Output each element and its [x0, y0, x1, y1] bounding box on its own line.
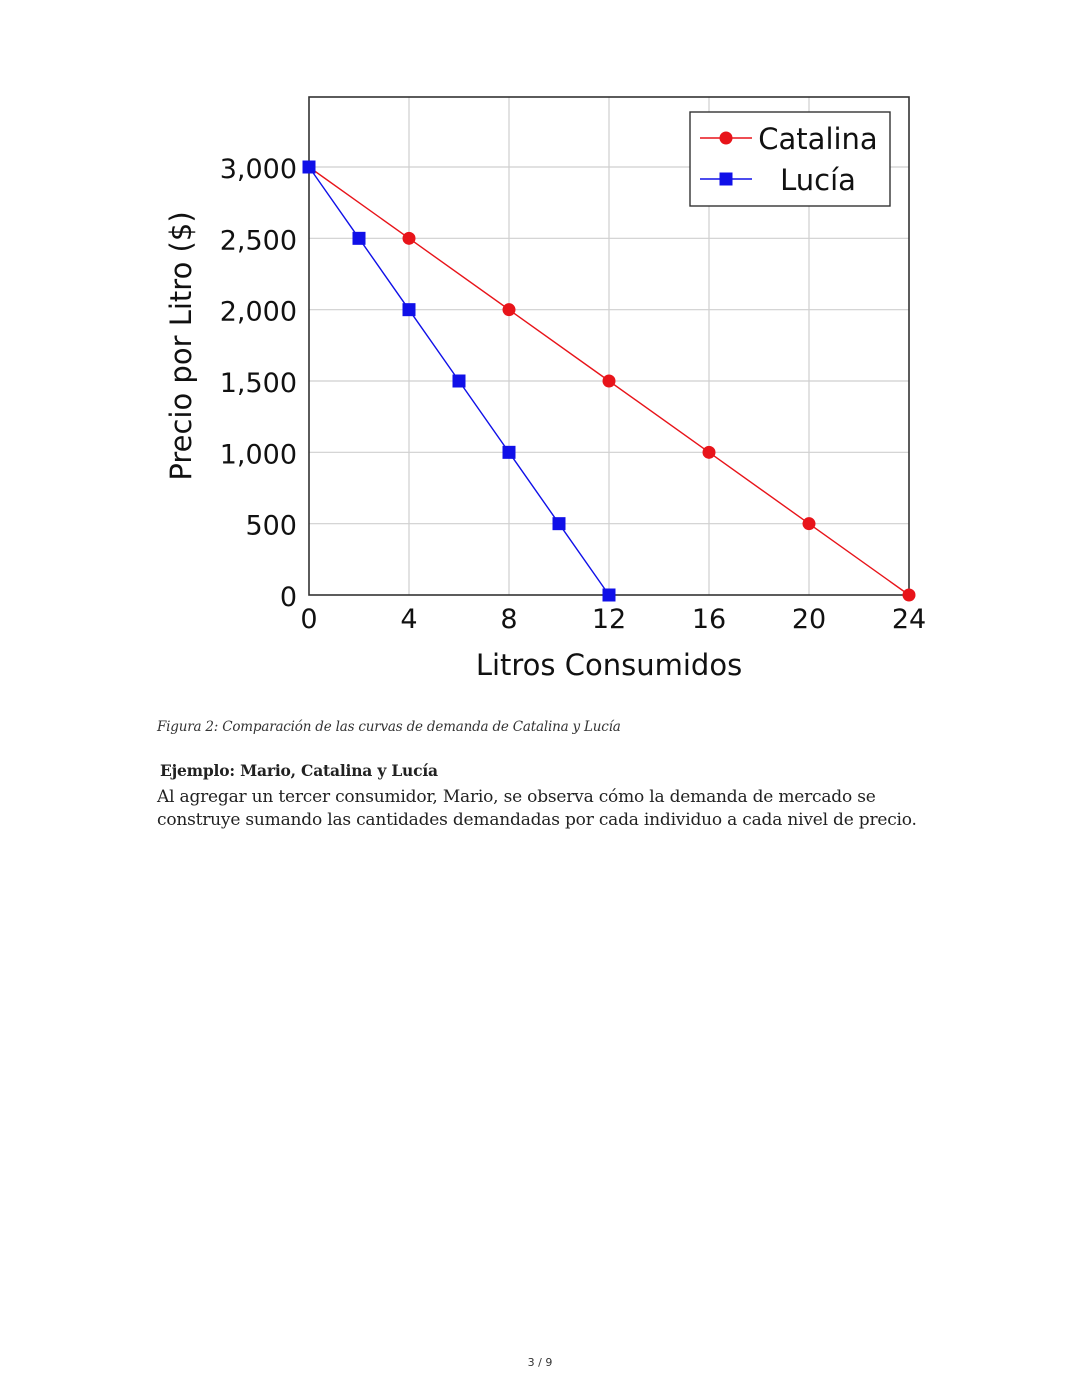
legend-marker-square-icon [719, 172, 733, 186]
data-point [802, 517, 816, 531]
data-point [602, 374, 616, 388]
chart-series [302, 160, 916, 602]
data-point [552, 517, 566, 531]
x-tick-label: 20 [792, 604, 826, 635]
data-point [452, 374, 466, 388]
y-tick-label: 2,000 [220, 297, 297, 328]
legend-box [689, 111, 891, 207]
y-tick-label: 500 [245, 511, 297, 542]
legend-marker-circle-icon [719, 131, 733, 145]
chart-grid [309, 97, 909, 595]
data-point [302, 160, 316, 174]
x-tick-label: 4 [400, 604, 417, 635]
data-point [502, 303, 516, 317]
x-tick-label: 24 [892, 604, 926, 635]
page-indicator: 3 / 9 [527, 1356, 553, 1369]
x-tick-label: 16 [692, 604, 726, 635]
x-tick-label: 0 [300, 604, 317, 635]
y-tick-label: 1,000 [220, 439, 297, 470]
x-axis-label: Litros Consumidos [476, 648, 742, 682]
chart-legend: Catalina Lucía [689, 111, 891, 207]
data-point [402, 303, 416, 317]
legend-label: Lucía [780, 163, 856, 197]
y-tick-label: 1,500 [220, 368, 297, 399]
body-paragraph: Al agregar un tercer consumidor, Mario, … [157, 787, 917, 830]
demand-chart: 0 4 8 12 16 20 24 0 500 1,000 1,500 2,000 2,500 3,000… [164, 96, 926, 682]
legend-label: Catalina [758, 122, 877, 156]
x-tick-label: 8 [500, 604, 517, 635]
data-point [402, 231, 416, 245]
y-axis-label: Precio por Litro ($) [164, 211, 198, 480]
section-heading: Ejemplo: Mario, Catalina y Lucía [160, 761, 438, 780]
axis-ticks: 0 4 8 12 16 20 24 0 500 1,000 1,500 2,000 2,500 3,000 [220, 154, 926, 635]
figure-caption: Figura 2: Comparación de las curvas de d… [157, 719, 621, 735]
data-point [502, 445, 516, 459]
data-point [702, 445, 716, 459]
y-tick-label: 2,500 [220, 225, 297, 256]
y-tick-label: 3,000 [220, 154, 297, 185]
y-tick-label: 0 [280, 582, 297, 613]
data-point [352, 231, 366, 245]
x-tick-label: 12 [592, 604, 626, 635]
data-point [602, 588, 616, 602]
data-point [902, 588, 916, 602]
